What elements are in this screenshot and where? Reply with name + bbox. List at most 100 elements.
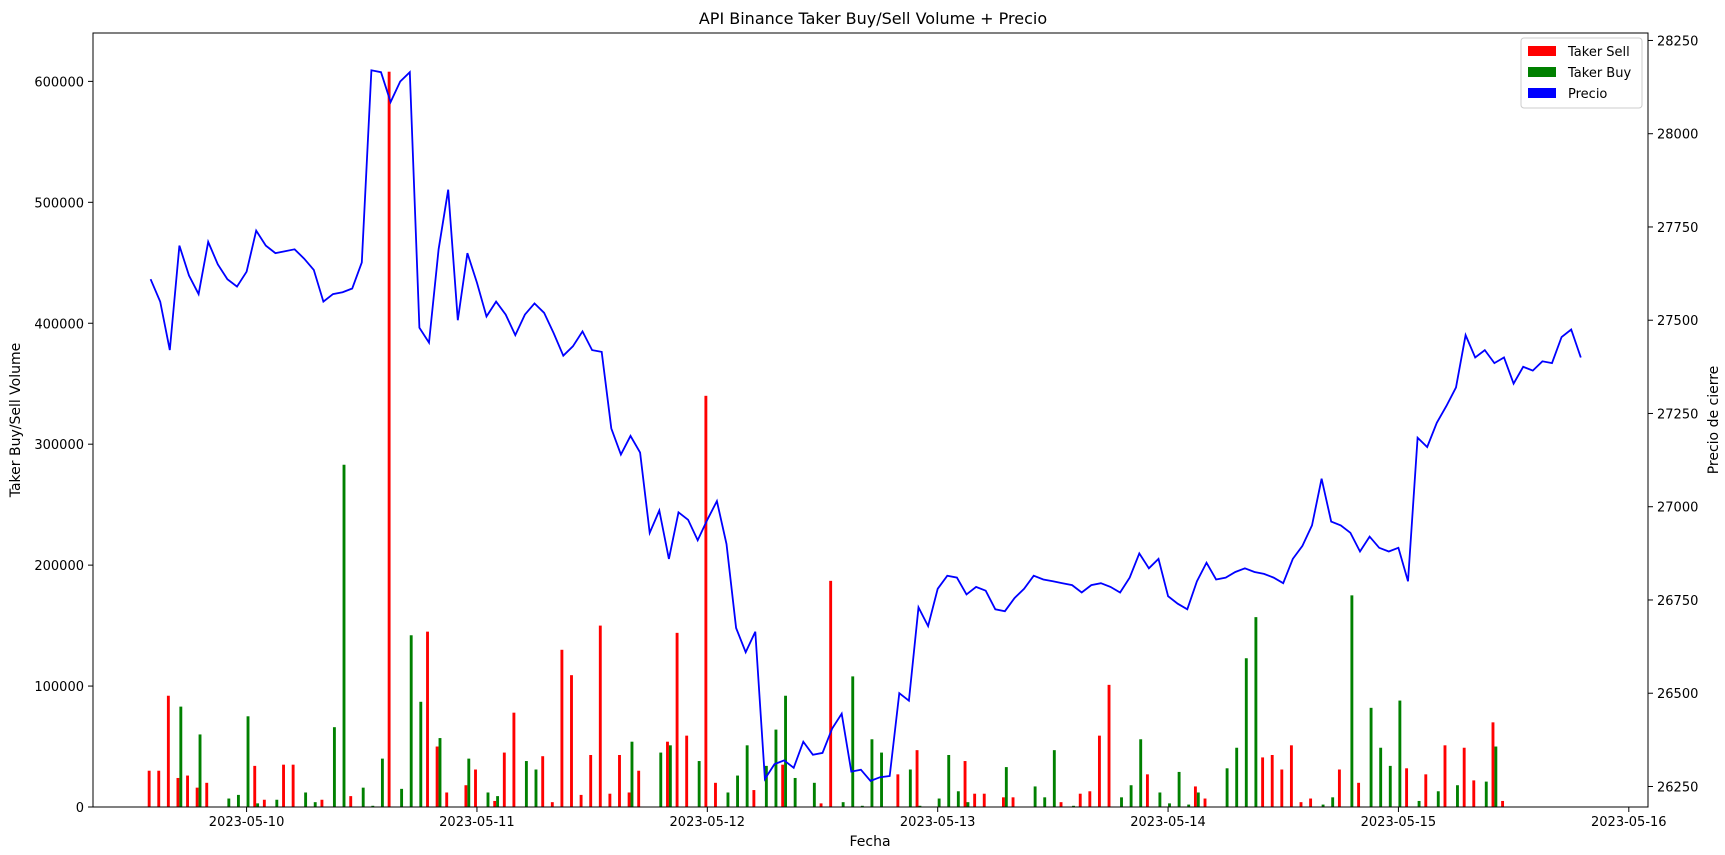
y-left-tick-label: 500000 [34,196,84,211]
sell-bar [1194,786,1197,807]
sell-bar [436,747,439,807]
sell-bar [1501,801,1504,807]
x-tick-label: 2023-05-16 [1591,815,1667,830]
y-axis-left-label: Taker Buy/Sell Volume [8,343,24,499]
buy-bar [813,783,816,807]
buy-bar [775,730,778,807]
sell-bar [349,796,352,807]
buy-bar [784,696,787,807]
y-left-tick-label: 300000 [34,438,84,453]
sell-bar [829,581,832,807]
y-axis-left: 0100000200000300000400000500000600000 [34,75,93,816]
sell-bar [637,771,640,807]
buy-bar [736,776,739,807]
buy-bar [1331,797,1334,807]
sell-bar [618,755,621,807]
buy-bar [1053,750,1056,807]
buy-bar [467,759,470,807]
sell-bar [186,776,189,807]
sell-bar [896,774,899,807]
sell-bar [964,761,967,807]
sell-bar [196,788,199,807]
sell-bar [464,785,467,807]
sell-bar [282,765,285,807]
plot-frame [93,33,1648,807]
y-left-tick-label: 600000 [34,75,84,90]
buy-bar [1158,792,1161,807]
buy-bar [179,707,182,807]
y-axis-right-label: Precio de cierre [1706,366,1722,475]
sell-bar [676,633,679,807]
sell-bar [1204,799,1207,807]
buy-bar [698,761,701,807]
buy-bar [1139,739,1142,807]
buy-bar [237,795,240,807]
buy-bar [1254,617,1257,807]
buy-bar [1418,801,1421,807]
buy-bar [362,788,365,807]
sell-bar [541,756,544,807]
sell-bar [560,650,563,807]
buy-bar [381,759,384,807]
sell-bar [570,675,573,807]
y-right-tick-label: 26750 [1657,594,1698,609]
buy-bar [227,799,230,807]
y-right-tick-label: 27000 [1657,501,1698,516]
sell-bar [320,800,323,807]
y-right-tick-label: 26250 [1657,780,1698,795]
legend-label-buy: Taker Buy [1567,66,1631,81]
sell-bar [177,778,180,807]
buy-bar [400,789,403,807]
sell-bar [599,626,602,807]
buy-bar [842,802,845,807]
legend-swatch-price [1528,88,1556,98]
buy-bar [1235,748,1238,807]
buy-bar [947,755,950,807]
buy-bar [1197,792,1200,807]
x-tick-label: 2023-05-13 [900,815,976,830]
buy-bar [1485,782,1488,807]
sell-bars [148,72,1504,807]
buy-bar [410,635,413,807]
buy-bar [304,792,307,807]
buy-bar [871,739,874,807]
y-right-tick-label: 28000 [1657,128,1698,143]
y-left-tick-label: 0 [76,801,84,816]
buy-bar [525,761,528,807]
buy-bar [1120,797,1123,807]
sell-bar [445,792,448,807]
sell-bar [1146,774,1149,807]
sell-bar [1405,768,1408,807]
sell-bar [1424,774,1427,807]
sell-bar [1002,797,1005,807]
buy-bar [1178,772,1181,807]
sell-bar [1444,745,1447,807]
sell-bar [1472,780,1475,807]
x-tick-label: 2023-05-15 [1361,815,1437,830]
buy-bar [1456,785,1459,807]
sell-bar [1280,770,1283,807]
sell-bar [1098,736,1101,807]
sell-bar [1079,794,1082,807]
x-axis: 2023-05-10 2023-05-11 2023-05-12 2023-05-13… [209,807,1667,830]
legend-label-sell: Taker Sell [1567,45,1630,60]
sell-bar [820,803,823,807]
buy-bar [1370,708,1373,807]
sell-bar [752,790,755,807]
sell-bar [1309,799,1312,807]
buy-bar [746,745,749,807]
y-left-tick-label: 200000 [34,559,84,574]
buy-bar [1389,766,1392,807]
buy-bar [275,800,278,807]
buy-bars [179,465,1497,807]
sell-bar [1300,802,1303,807]
sell-bar [628,792,631,807]
buy-bar [659,753,662,807]
buy-bar [1245,658,1248,807]
sell-bar [263,800,266,807]
sell-bar [1290,745,1293,807]
buy-bar [314,802,317,807]
buy-bar [343,465,346,807]
sell-bar [781,765,784,807]
